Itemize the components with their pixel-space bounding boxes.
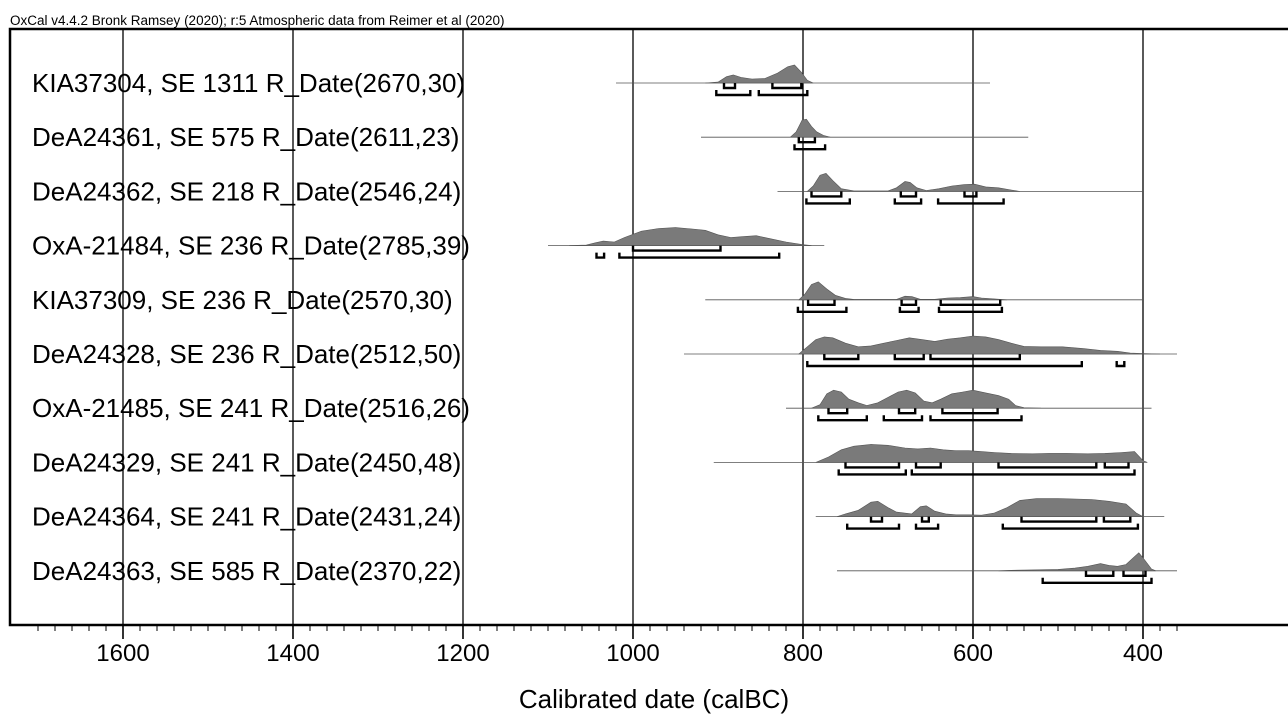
density-6 (811, 389, 1042, 409)
range68-5-2 (929, 354, 1021, 361)
range68-7-1 (914, 462, 942, 469)
range68-4-1 (900, 299, 918, 306)
sample-label-5: DeA24328, SE 236 R_Date(2512,50) (32, 339, 461, 369)
range95-3-0 (595, 252, 606, 259)
sample-label-3: OxA-21484, SE 236 R_Date(2785,39) (32, 231, 470, 261)
range95-6-1 (882, 415, 924, 422)
x-axis-tick-labels: 1600 1400 1200 1000 800 600 400 (96, 640, 1163, 667)
sample-label-2: DeA24362, SE 218 R_Date(2546,24) (32, 176, 461, 206)
range68-2-1 (899, 191, 918, 198)
range95-5-0 (806, 361, 1083, 368)
range-brackets (595, 83, 1153, 584)
sample-label-0: KIA37304, SE 1311 R_Date(2670,30) (32, 68, 465, 98)
range95-3-1 (618, 252, 781, 259)
range95-0-1 (757, 90, 809, 97)
range68-6-1 (897, 408, 917, 415)
tick-label-400: 400 (1123, 640, 1163, 667)
range68-3-0 (631, 245, 722, 252)
range95-8-0 (846, 523, 901, 530)
range95-6-0 (817, 415, 868, 422)
range68-8-0 (869, 516, 884, 523)
range95-6-2 (929, 415, 1023, 422)
range68-4-0 (806, 299, 836, 306)
range68-7-0 (844, 462, 901, 469)
range68-0-0 (722, 83, 737, 90)
tick-label-1400: 1400 (266, 640, 319, 667)
sample-label-9: DeA24363, SE 585 R_Date(2370,22) (32, 556, 461, 586)
sample-label-6: OxA-21485, SE 241 R_Date(2516,26) (32, 393, 470, 423)
x-axis-ticks (37, 625, 1178, 639)
tick-label-600: 600 (953, 640, 993, 667)
density-8 (836, 498, 1144, 517)
range68-8-2 (1020, 516, 1098, 523)
range95-8-1 (914, 523, 940, 530)
density-7 (815, 444, 1148, 463)
density-4 (798, 281, 1008, 301)
sample-label-8: DeA24364, SE 241 R_Date(2431,24) (32, 502, 461, 532)
range95-2-2 (936, 198, 1005, 205)
density-0 (705, 64, 814, 84)
baseline-lines (548, 82, 1177, 572)
range95-2-0 (805, 198, 851, 205)
density-1 (789, 118, 831, 138)
range95-0-0 (715, 90, 752, 97)
range68-9-0 (1084, 570, 1115, 577)
tick-label-1200: 1200 (436, 640, 489, 667)
density-2 (806, 173, 1020, 192)
range95-7-1 (910, 469, 1136, 476)
range68-9-1 (1122, 570, 1147, 577)
range68-0-1 (771, 83, 803, 90)
range68-7-2 (997, 462, 1098, 469)
range95-7-0 (837, 469, 907, 476)
sample-label-4: KIA37309, SE 236 R_Date(2570,30) (32, 285, 453, 315)
range95-2-1 (893, 198, 923, 205)
tick-label-1000: 1000 (606, 640, 659, 667)
range95-8-2 (1001, 523, 1140, 530)
density-5 (797, 335, 1161, 355)
range95-4-0 (796, 306, 848, 313)
gridlines (122, 29, 1144, 625)
probability-densities (569, 64, 1161, 572)
range68-2-0 (810, 191, 843, 198)
range68-8-1 (920, 516, 930, 523)
range68-4-2 (939, 299, 1002, 306)
sample-label-7: DeA24329, SE 241 R_Date(2450,48) (32, 447, 461, 477)
range68-5-0 (823, 354, 860, 361)
range68-6-2 (941, 408, 999, 415)
range68-2-2 (963, 191, 978, 198)
range95-5-1 (1115, 361, 1126, 368)
range68-1-0 (797, 137, 817, 144)
x-axis-label: Calibrated date (calBC) (519, 684, 789, 714)
tick-label-800: 800 (783, 640, 823, 667)
range95-4-1 (898, 306, 920, 313)
density-9 (998, 552, 1156, 572)
tick-label-1600: 1600 (96, 640, 149, 667)
range68-7-3 (1103, 462, 1130, 469)
header-text: OxCal v4.4.2 Bronk Ramsey (2020); r:5 At… (10, 13, 504, 28)
sample-labels: KIA37304, SE 1311 R_Date(2670,30) DeA2436… (32, 68, 470, 586)
range68-8-3 (1102, 516, 1132, 523)
plot-frame (8, 27, 1288, 627)
range68-6-0 (827, 408, 849, 415)
range95-9-0 (1041, 577, 1153, 584)
range95-4-2 (937, 306, 1004, 313)
range68-5-1 (893, 354, 925, 361)
range95-1-0 (793, 144, 827, 151)
density-3 (569, 227, 812, 246)
sample-label-1: DeA24361, SE 575 R_Date(2611,23) (32, 122, 459, 152)
